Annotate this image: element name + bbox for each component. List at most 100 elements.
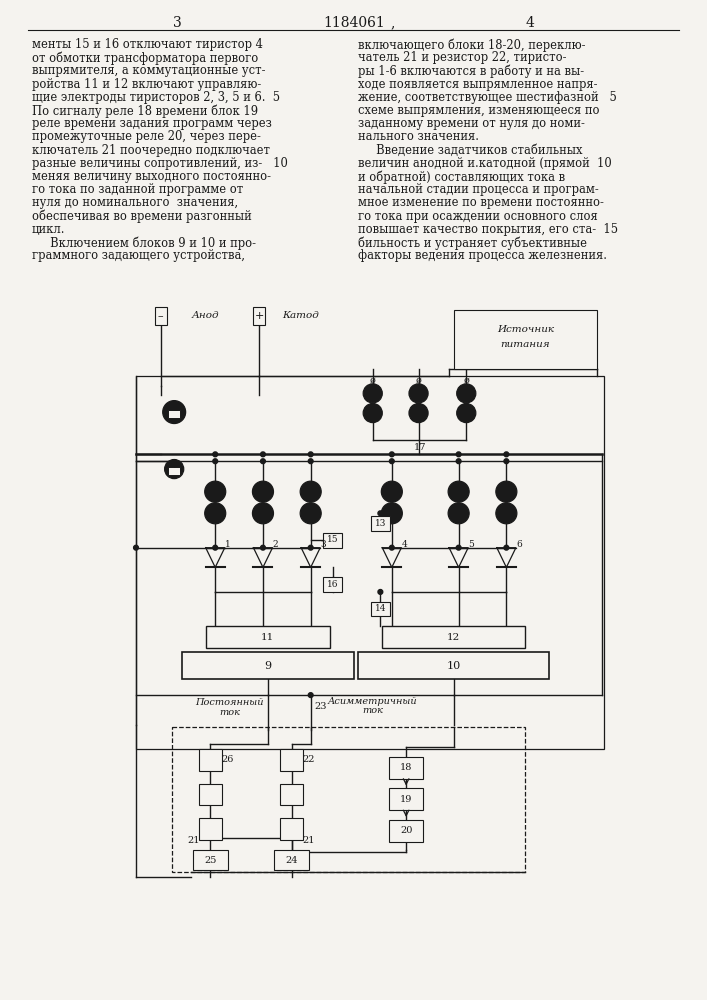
Text: граммного задающего устройства,: граммного задающего устройства, (32, 249, 245, 262)
Text: Анод: Анод (192, 311, 219, 320)
Text: ток: ток (219, 708, 240, 717)
Text: 10: 10 (447, 661, 461, 671)
Circle shape (163, 401, 186, 424)
Circle shape (504, 459, 509, 464)
Circle shape (504, 452, 509, 457)
Circle shape (496, 481, 517, 502)
Circle shape (457, 384, 476, 403)
Text: Включением блоков 9 и 10 и про-: Включением блоков 9 и 10 и про- (32, 236, 256, 249)
Circle shape (496, 503, 517, 524)
Text: ,: , (390, 16, 395, 30)
Text: ток: ток (362, 706, 383, 715)
Text: 3: 3 (173, 16, 182, 30)
Bar (253, 307, 265, 325)
Circle shape (252, 481, 274, 502)
Text: от обмотки трансформатора первого: от обмотки трансформатора первого (32, 51, 258, 65)
Bar (274, 850, 309, 870)
Text: ры 1-6 включаются в работу и на вы-: ры 1-6 включаются в работу и на вы- (358, 64, 584, 78)
Circle shape (504, 545, 509, 550)
Text: го тока при осаждении основного слоя: го тока при осаждении основного слоя (358, 210, 597, 223)
Bar (173, 727, 525, 872)
Text: 3: 3 (320, 540, 326, 549)
Bar (182, 652, 354, 679)
Circle shape (261, 545, 265, 550)
Text: питания: питания (501, 340, 550, 349)
Circle shape (261, 459, 265, 464)
Circle shape (448, 481, 469, 502)
Text: 1184061: 1184061 (323, 16, 385, 30)
Text: 25: 25 (204, 856, 216, 865)
Text: 7: 7 (171, 461, 177, 470)
Text: включающего блоки 18-20, переклю-: включающего блоки 18-20, переклю- (358, 38, 585, 51)
Text: повышает качество покрытия, его ста-  15: повышает качество покрытия, его ста- 15 (358, 223, 618, 236)
Bar (370, 602, 390, 616)
Text: реле времени задания программ через: реле времени задания программ через (32, 117, 272, 130)
Circle shape (308, 459, 313, 464)
Bar (454, 310, 597, 369)
Circle shape (390, 452, 395, 457)
Text: –: – (158, 311, 163, 321)
Text: 5: 5 (468, 540, 474, 549)
Bar (280, 784, 303, 805)
Text: ройства 11 и 12 включают управляю-: ройства 11 и 12 включают управляю- (32, 78, 262, 91)
Text: 8: 8 (171, 404, 177, 413)
Circle shape (456, 545, 461, 550)
Circle shape (456, 452, 461, 457)
Circle shape (308, 693, 313, 697)
Text: бильность и устраняет субъективные: бильность и устраняет субъективные (358, 236, 587, 249)
Bar (323, 577, 342, 592)
Bar (389, 820, 423, 842)
Circle shape (165, 460, 184, 479)
Text: схеме выпрямления, изменяющееся по: схеме выпрямления, изменяющееся по (358, 104, 600, 117)
Text: 22: 22 (303, 755, 315, 764)
Text: мное изменение по времени постоянно-: мное изменение по времени постоянно- (358, 196, 604, 209)
Circle shape (205, 503, 226, 524)
Text: 20: 20 (400, 826, 412, 835)
Text: 13: 13 (375, 519, 386, 528)
Bar (280, 818, 303, 840)
Text: чатель 21 и резистор 22, тиристо-: чатель 21 и резистор 22, тиристо- (358, 51, 566, 64)
Circle shape (363, 384, 382, 403)
Text: факторы ведения процесса железнения.: факторы ведения процесса железнения. (358, 249, 607, 262)
Text: 4: 4 (525, 16, 534, 30)
Circle shape (205, 481, 226, 502)
Text: 16: 16 (327, 580, 339, 589)
Text: 18: 18 (400, 763, 412, 772)
Text: промежуточные реле 20, через пере-: промежуточные реле 20, через пере- (32, 130, 261, 143)
Circle shape (300, 481, 321, 502)
Bar (382, 626, 525, 648)
Bar (199, 749, 222, 771)
Bar (155, 307, 167, 325)
Text: 9: 9 (264, 661, 271, 671)
Bar (370, 516, 390, 531)
Text: и обратной) составляющих тока в: и обратной) составляющих тока в (358, 170, 565, 184)
Text: 6: 6 (516, 540, 522, 549)
Bar (280, 749, 303, 771)
Text: 2: 2 (273, 540, 278, 549)
Circle shape (456, 459, 461, 464)
Circle shape (457, 404, 476, 423)
Text: 23: 23 (314, 702, 327, 711)
Text: Постоянный: Постоянный (195, 698, 264, 707)
Circle shape (261, 452, 265, 457)
Circle shape (409, 404, 428, 423)
Text: жение, соответствующее шестифазной   5: жение, соответствующее шестифазной 5 (358, 91, 617, 104)
Text: 1: 1 (225, 540, 230, 549)
Text: меняя величину выходного постоянно-: меняя величину выходного постоянно- (32, 170, 271, 183)
Circle shape (363, 404, 382, 423)
Text: 26: 26 (221, 755, 234, 764)
Circle shape (390, 545, 395, 550)
Circle shape (378, 511, 382, 516)
Circle shape (378, 590, 382, 594)
Circle shape (213, 459, 218, 464)
Bar (168, 410, 180, 418)
Text: нуля до номинального  значения,: нуля до номинального значения, (32, 196, 238, 209)
Text: менты 15 и 16 отключают тиристор 4: менты 15 и 16 отключают тиристор 4 (32, 38, 263, 51)
Text: величин анодной и.катодной (прямой  10: величин анодной и.катодной (прямой 10 (358, 157, 612, 170)
Text: По сигналу реле 18 времени блок 19: По сигналу реле 18 времени блок 19 (32, 104, 258, 117)
Bar (199, 818, 222, 840)
Text: 19: 19 (400, 795, 412, 804)
Bar (358, 652, 549, 679)
Bar (389, 757, 423, 779)
Circle shape (390, 459, 395, 464)
